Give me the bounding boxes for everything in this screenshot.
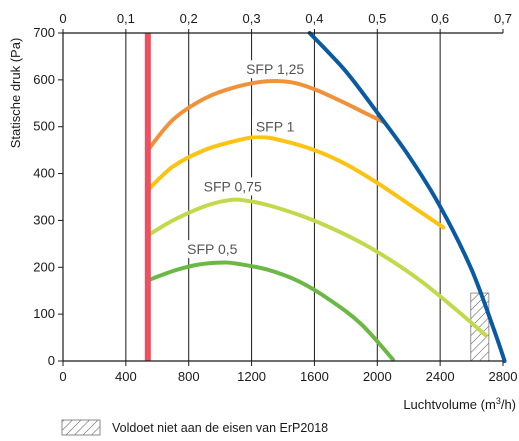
x-tick-label: 1600 bbox=[300, 369, 329, 384]
series-sfp-1-25-label: SFP 1,25 bbox=[246, 61, 304, 77]
series-sfp-0-5-label-bg bbox=[181, 240, 244, 259]
y-tick-label: 0 bbox=[48, 353, 55, 368]
x-tick-label: 2800 bbox=[489, 369, 518, 384]
series-sfp-0-75-line bbox=[145, 197, 488, 338]
top-tick-label: 0,4 bbox=[305, 11, 323, 26]
top-tick-label: 0,2 bbox=[180, 11, 198, 26]
system-curve-line bbox=[307, 31, 507, 363]
top-tick-label: 0,7 bbox=[494, 11, 512, 26]
top-tick-label: 0,3 bbox=[243, 11, 261, 26]
top-tick-label: 0 bbox=[59, 11, 66, 26]
series-sfp-0-75-label-bg bbox=[197, 177, 268, 196]
top-tick-label: 0,5 bbox=[368, 11, 386, 26]
legend-swatch bbox=[61, 419, 101, 436]
x-tick-label: 1200 bbox=[237, 369, 266, 384]
series-sfp-1-25-line bbox=[145, 78, 386, 153]
series-sfp-1-label: SFP 1 bbox=[256, 118, 295, 134]
legend-text: Voldoet niet aan de eisen van ErP2018 bbox=[112, 421, 328, 435]
series-layer: SFP 1,25 SFP 1 SFP 0,75 SFP 0,5 bbox=[144, 31, 507, 363]
series-sfp-1-line bbox=[145, 135, 446, 230]
series-sfp-0-5-line bbox=[145, 260, 395, 362]
series-sfp-1-label-bg bbox=[252, 117, 299, 136]
y-tick-label: 200 bbox=[33, 259, 55, 274]
top-tick-label: 0,6 bbox=[431, 11, 449, 26]
series-sfp-0-5-label: SFP 0,5 bbox=[187, 241, 238, 257]
y-axis-label: Statische druk (Pa) bbox=[8, 38, 23, 149]
y-tick-label: 600 bbox=[33, 72, 55, 87]
top-tick-label: 0,1 bbox=[117, 11, 135, 26]
x-tick-label: 400 bbox=[115, 369, 137, 384]
x-axis-label: Luchtvolume (m3/h) bbox=[403, 396, 516, 412]
y-tick-label: 400 bbox=[33, 166, 55, 181]
y-tick-label: 500 bbox=[33, 119, 55, 134]
y-tick-label: 100 bbox=[33, 306, 55, 321]
y-tick-label: 700 bbox=[33, 25, 55, 40]
x-tick-label: 0 bbox=[59, 369, 66, 384]
series-sfp-1-25-label-bg bbox=[240, 60, 311, 79]
x-tick-label: 800 bbox=[178, 369, 200, 384]
x-tick-label: 2000 bbox=[363, 369, 392, 384]
x-tick-label: 2400 bbox=[426, 369, 455, 384]
y-tick-label: 300 bbox=[33, 212, 55, 227]
series-sfp-0-75-label: SFP 0,75 bbox=[204, 178, 262, 194]
